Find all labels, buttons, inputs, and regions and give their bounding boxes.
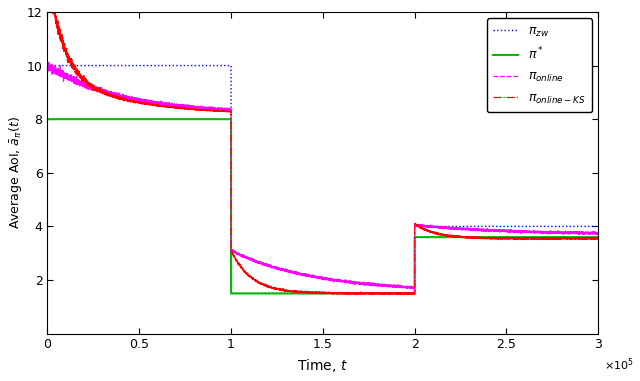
Line: $\pi_{online}$: $\pi_{online}$ bbox=[47, 61, 598, 292]
$\pi^*$ bbox=[227, 291, 235, 296]
$\pi_{zw}$ bbox=[500, 224, 508, 229]
$\pi_{zw}$ bbox=[595, 224, 602, 229]
$\pi^*$ bbox=[344, 291, 351, 296]
$\pi_{zw}$ bbox=[56, 63, 64, 68]
Line: $\pi^*$: $\pi^*$ bbox=[47, 119, 598, 293]
$\pi_{zw}$ bbox=[500, 224, 508, 229]
$\pi_{zw}$ bbox=[44, 63, 51, 68]
Line: $\pi_{online-KS}$: $\pi_{online-KS}$ bbox=[47, 0, 598, 295]
$\pi_{online-KS}$ bbox=[515, 235, 523, 240]
$\pi_{online}$ bbox=[411, 290, 419, 295]
$\pi_{online}$ bbox=[595, 231, 602, 236]
$\pi_{online-KS}$ bbox=[330, 292, 337, 297]
$\pi_{online-KS}$ bbox=[500, 236, 508, 241]
$\pi_{online}$ bbox=[344, 280, 351, 285]
$\pi^*$ bbox=[44, 117, 51, 122]
$\pi_{zw}$ bbox=[515, 224, 523, 229]
X-axis label: Time, $t$: Time, $t$ bbox=[298, 357, 348, 374]
$\pi_{zw}$ bbox=[535, 224, 543, 229]
$\pi_{online-KS}$ bbox=[56, 34, 64, 38]
$\pi_{online}$ bbox=[500, 228, 508, 232]
$\pi_{online-KS}$ bbox=[535, 236, 543, 240]
$\pi_{online}$ bbox=[44, 64, 51, 68]
$\pi_{online}$ bbox=[515, 229, 523, 233]
$\pi^*$ bbox=[56, 117, 64, 122]
$\pi_{online}$ bbox=[44, 59, 51, 64]
$\pi^*$ bbox=[595, 235, 602, 239]
Text: $\times10^5$: $\times10^5$ bbox=[604, 356, 634, 373]
Y-axis label: Average AoI, $\bar{a}_{\pi}(t)$: Average AoI, $\bar{a}_{\pi}(t)$ bbox=[7, 116, 24, 229]
$\pi_{online-KS}$ bbox=[500, 236, 508, 241]
$\pi^*$ bbox=[500, 235, 508, 239]
$\pi^*$ bbox=[500, 235, 508, 239]
$\pi_{online-KS}$ bbox=[595, 236, 602, 240]
$\pi_{online-KS}$ bbox=[344, 291, 351, 295]
$\pi_{online}$ bbox=[535, 230, 543, 235]
$\pi^*$ bbox=[515, 235, 523, 239]
$\pi_{online}$ bbox=[500, 228, 508, 232]
$\pi_{zw}$ bbox=[227, 291, 235, 296]
$\pi_{zw}$ bbox=[344, 291, 351, 296]
$\pi_{online}$ bbox=[56, 68, 64, 73]
$\pi^*$ bbox=[535, 235, 543, 239]
Line: $\pi_{zw}$: $\pi_{zw}$ bbox=[47, 66, 598, 293]
Legend: $\pi_{zw}$, $\pi^*$, $\pi_{online}$, $\pi_{online-KS}$: $\pi_{zw}$, $\pi^*$, $\pi_{online}$, $\p… bbox=[486, 18, 592, 112]
